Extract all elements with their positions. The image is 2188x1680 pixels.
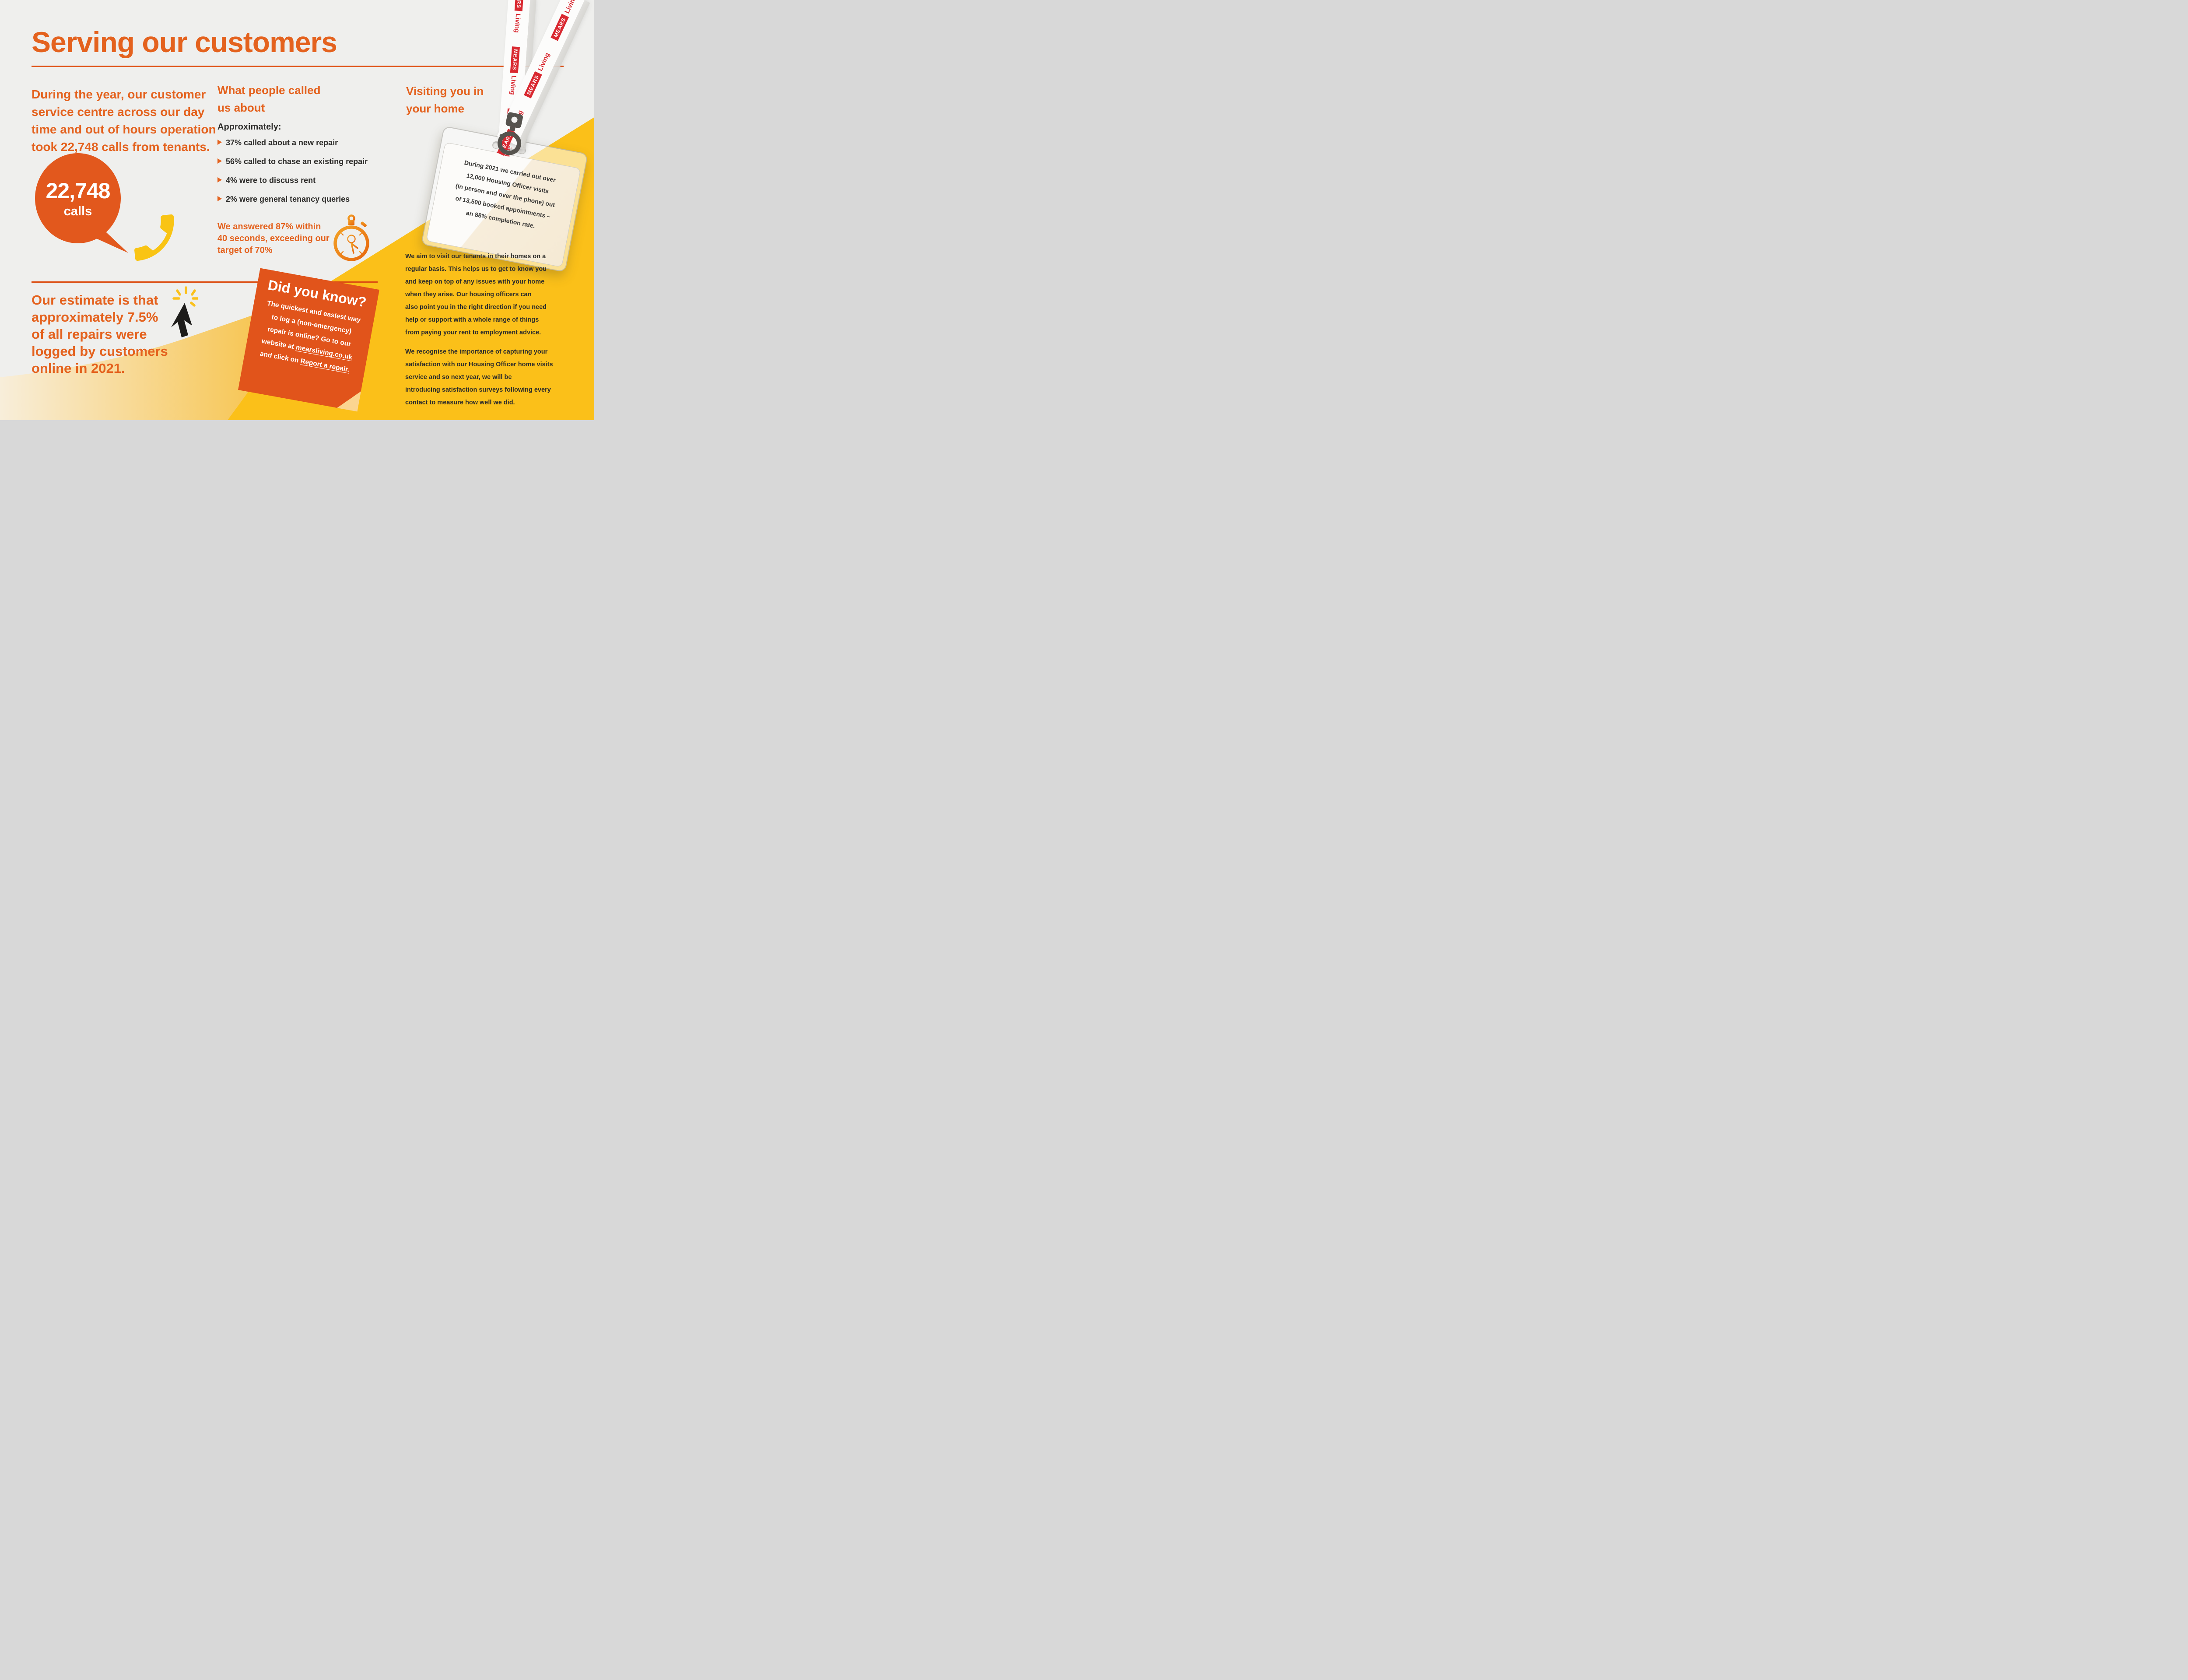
bullet-triangle-icon [217,196,222,201]
arrow-pointer-icon [171,303,192,337]
list-item-label: 37% called about a new repair [226,138,338,147]
bullet-triangle-icon [217,158,222,164]
right-heading: Visiting you in your home [406,84,484,115]
list-item: 37% called about a new repair [217,137,368,148]
call-reasons-list: 37% called about a new repair 56% called… [217,137,368,213]
intro-paragraph: During the year, our customer service ce… [32,88,216,154]
note-folded-corner [337,387,361,412]
middle-heading: What people called us about [217,84,321,114]
infographic-page: Serving our customers During the year, o… [0,0,594,420]
living-logo-text: Living [513,13,522,33]
bullet-triangle-icon [217,177,222,182]
mears-logo: MEARS [523,71,542,99]
list-item-label: 4% were to discuss rent [226,176,316,185]
list-item: 56% called to chase an existing repair [217,156,368,167]
page-title: Serving our customers [32,26,337,58]
stopwatch-icon [333,214,369,261]
bullet-triangle-icon [217,140,222,145]
lanyard-clip-icon [498,112,523,155]
did-you-know-note: Did you know? The quickest and easiest w… [238,268,379,412]
list-item: 2% were general tenancy queries [217,194,368,205]
living-logo-text: Living [563,0,578,15]
speech-bubble: 22,748 calls [35,153,121,243]
lanyard-brand: MEARS Living [513,0,524,33]
lanyard-brand: MEARS Living [508,46,520,95]
badge-card: During 2021 we carried out over 12,000 H… [426,142,581,267]
list-item: 4% were to discuss rent [217,175,368,186]
calls-count: 22,748 [46,178,111,203]
mears-logo: MEARS [510,46,520,74]
visits-paragraph-1: We aim to visit our tenants in their hom… [405,253,547,336]
list-item-label: 2% were general tenancy queries [226,195,350,203]
answer-rate-text: We answered 87% within 40 seconds, excee… [217,222,330,255]
visits-paragraph-2: We recognise the importance of capturing… [405,348,553,406]
starburst-icon [172,286,198,307]
estimate-paragraph: Our estimate is that approximately 7.5% … [32,292,168,376]
title-divider [32,66,564,67]
speech-bubble-tail [87,225,128,253]
cursor-click-icon [171,286,198,337]
approximately-label: Approximately: [217,122,281,132]
mears-logo: MEARS [514,0,524,11]
living-logo-text: Living [508,75,518,95]
living-logo-text: Living [536,51,551,72]
calls-label: calls [63,204,92,218]
mears-logo: MEARS [551,14,569,41]
section-divider [32,281,378,283]
phone-icon [134,214,174,261]
list-item-label: 56% called to chase an existing repair [226,157,368,166]
badge-text: During 2021 we carried out over 12,000 H… [455,159,557,230]
